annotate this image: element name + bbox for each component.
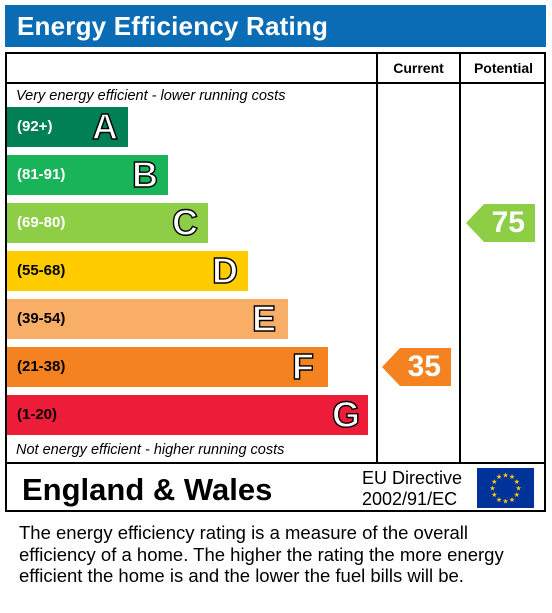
svg-text:★: ★	[515, 485, 521, 493]
band-range-label: (92+)	[17, 118, 53, 135]
svg-text:★: ★	[491, 478, 497, 486]
chart-title: Energy Efficiency Rating	[17, 11, 329, 41]
band-a: (92+) A	[7, 106, 128, 147]
header-divider	[5, 82, 546, 84]
band-letter: G	[331, 394, 361, 435]
eu-flag-icon: ★ ★ ★ ★ ★ ★ ★ ★ ★ ★ ★ ★	[477, 468, 534, 508]
potential-rating-arrow-value: 75	[491, 206, 525, 239]
band-e: (39-54) E	[7, 298, 288, 339]
band-range-label: (81-91)	[17, 166, 66, 183]
top-note: Very energy efficient - lower running co…	[16, 88, 286, 104]
current-column-divider	[376, 52, 378, 464]
svg-text:★: ★	[491, 491, 497, 499]
current-column-header: Current	[393, 60, 444, 76]
svg-text:★: ★	[496, 473, 502, 481]
rating-table	[5, 52, 546, 512]
band-d: (55-68) D	[7, 250, 248, 291]
band-letter: B	[131, 154, 158, 195]
footer-divider	[5, 462, 546, 464]
svg-text:★: ★	[502, 472, 508, 480]
svg-text:★: ★	[496, 496, 502, 504]
band-letter: C	[171, 202, 198, 243]
band-range-label: (39-54)	[17, 310, 66, 327]
directive-line-1: EU Directive	[362, 468, 463, 488]
bottom-note: Not energy efficient - higher running co…	[16, 442, 285, 458]
svg-text:★: ★	[514, 491, 520, 499]
band-range-label: (1-20)	[17, 406, 58, 423]
band-letter: A	[91, 106, 118, 147]
band-letter: E	[251, 298, 277, 339]
band-letter: D	[211, 250, 238, 291]
title-bar: Energy Efficiency Rating	[5, 5, 546, 47]
band-range-label: (55-68)	[17, 262, 66, 279]
svg-text:★: ★	[509, 473, 515, 481]
directive-line-2: 2002/91/EC	[362, 489, 458, 509]
band-letter: F	[291, 346, 314, 387]
current-rating-arrow: 35	[382, 348, 451, 386]
band-g: (1-20) G	[7, 394, 368, 435]
eu-directive: EU Directive 2002/91/EC	[362, 468, 462, 510]
potential-column-header: Potential	[473, 60, 534, 76]
potential-column-divider	[459, 52, 461, 464]
band-b: (81-91) B	[7, 154, 168, 195]
band-range-label: (69-80)	[17, 214, 66, 231]
current-rating-arrow-value: 35	[407, 350, 441, 383]
band-c: (69-80) C	[7, 202, 208, 243]
svg-text:★: ★	[514, 478, 520, 486]
potential-rating-arrow: 75	[466, 204, 535, 242]
region-label: England & Wales	[22, 472, 273, 507]
footer-description: The energy efficiency rating is a measur…	[19, 522, 504, 586]
band-f: (21-38) F	[7, 346, 328, 387]
band-range-label: (21-38)	[17, 358, 66, 375]
svg-text:★: ★	[502, 498, 508, 506]
svg-text:★: ★	[489, 485, 495, 493]
svg-text:★: ★	[509, 496, 515, 504]
